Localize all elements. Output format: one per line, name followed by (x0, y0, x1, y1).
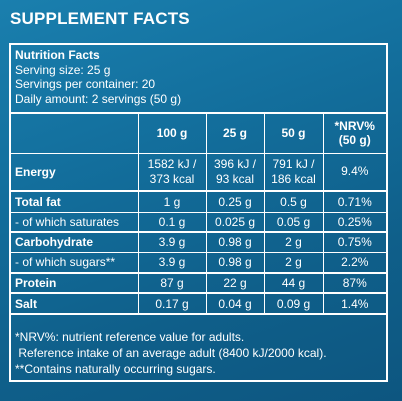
energy-50g: 791 kJ / 186 kcal (263, 152, 324, 192)
carbohydrate-25g: 0.98 g (205, 231, 265, 253)
nutrition-facts-heading: Nutrition Facts (15, 48, 100, 62)
sugars-25g: 0.98 g (205, 251, 265, 274)
total-fat-25g: 0.25 g (205, 190, 265, 213)
header-nrv: *NRV% (50 g) (322, 114, 386, 154)
row-label-total-fat: Total fat (11, 190, 139, 213)
footnote-sugars: **Contains naturally occurring sugars. (15, 362, 216, 376)
table-row: Energy 1582 kJ / 373 kcal 396 kJ / 93 kc… (11, 152, 386, 192)
header-nrv-line2: (50 g) (338, 133, 371, 148)
salt-50g: 0.09 g (263, 292, 324, 315)
row-label-saturates: - of which saturates (11, 211, 139, 233)
row-label-carbohydrate: Carbohydrate (11, 231, 139, 253)
sugars-100g: 3.9 g (137, 251, 207, 274)
sugars-nrv: 2.2% (322, 251, 386, 274)
row-label-sugars: - of which sugars** (11, 251, 139, 274)
protein-100g: 87 g (137, 272, 207, 294)
table-row: - of which saturates 0.1 g 0.025 g 0.05 … (11, 211, 386, 233)
salt-100g: 0.17 g (137, 292, 207, 315)
nutrition-facts-panel: Nutrition Facts Serving size: 25 g Servi… (9, 43, 388, 382)
salt-nrv: 1.4% (322, 292, 386, 315)
energy-25g-kcal: 93 kcal (215, 171, 255, 186)
row-label-salt: Salt (11, 292, 139, 315)
table-row: Protein 87 g 22 g 44 g 87% (11, 272, 386, 294)
carbohydrate-50g: 2 g (263, 231, 324, 253)
footnotes: *NRV%: nutrient reference value for adul… (11, 325, 386, 377)
header-blank (11, 114, 139, 154)
servings-per-container: Servings per container: 20 (15, 77, 156, 91)
energy-100g-kj: 1582 kJ / (147, 156, 197, 171)
sugars-50g: 2 g (263, 251, 324, 274)
energy-50g-kj: 791 kJ / (272, 156, 315, 171)
saturates-50g: 0.05 g (263, 211, 324, 233)
table-header-row: 100 g 25 g 50 g *NRV% (50 g) (11, 114, 386, 154)
header-25g: 25 g (205, 114, 265, 154)
energy-100g: 1582 kJ / 373 kcal (137, 152, 207, 192)
saturates-100g: 0.1 g (137, 211, 207, 233)
daily-amount: Daily amount: 2 servings (50 g) (15, 91, 182, 106)
footnote-nrv: *NRV%: nutrient reference value for adul… (15, 330, 245, 344)
protein-nrv: 87% (322, 272, 386, 294)
table-row: Total fat 1 g 0.25 g 0.5 g 0.71% (11, 190, 386, 213)
energy-100g-kcal: 373 kcal (149, 171, 195, 186)
footnote-reference-intake: Reference intake of an average adult (84… (15, 346, 327, 360)
header-nrv-line1: *NRV% (334, 119, 375, 134)
nutrition-table: 100 g 25 g 50 g *NRV% (50 g) Energy 1582… (11, 114, 386, 315)
total-fat-50g: 0.5 g (263, 190, 324, 213)
saturates-nrv: 0.25% (322, 211, 386, 233)
header-50g: 50 g (263, 114, 324, 154)
row-label-energy: Energy (11, 152, 139, 192)
table-row: Carbohydrate 3.9 g 0.98 g 2 g 0.75% (11, 231, 386, 253)
table-row: Salt 0.17 g 0.04 g 0.09 g 1.4% (11, 292, 386, 315)
energy-25g: 396 kJ / 93 kcal (205, 152, 265, 192)
carbohydrate-nrv: 0.75% (322, 231, 386, 253)
total-fat-nrv: 0.71% (322, 190, 386, 213)
carbohydrate-100g: 3.9 g (137, 231, 207, 253)
protein-50g: 44 g (263, 272, 324, 294)
serving-size: Serving size: 25 g (15, 62, 111, 77)
total-fat-100g: 1 g (137, 190, 207, 213)
protein-25g: 22 g (205, 272, 265, 294)
page-title: SUPPLEMENT FACTS (10, 9, 190, 28)
serving-info: Nutrition Facts Serving size: 25 g Servi… (11, 45, 386, 114)
row-label-protein: Protein (11, 272, 139, 294)
header-100g: 100 g (137, 114, 207, 154)
energy-nrv: 9.4% (322, 152, 386, 192)
energy-50g-kcal: 186 kcal (271, 171, 316, 186)
saturates-25g: 0.025 g (205, 211, 265, 233)
energy-25g-kj: 396 kJ / (213, 156, 257, 171)
salt-25g: 0.04 g (205, 292, 265, 315)
table-row: - of which sugars** 3.9 g 0.98 g 2 g 2.2… (11, 251, 386, 274)
